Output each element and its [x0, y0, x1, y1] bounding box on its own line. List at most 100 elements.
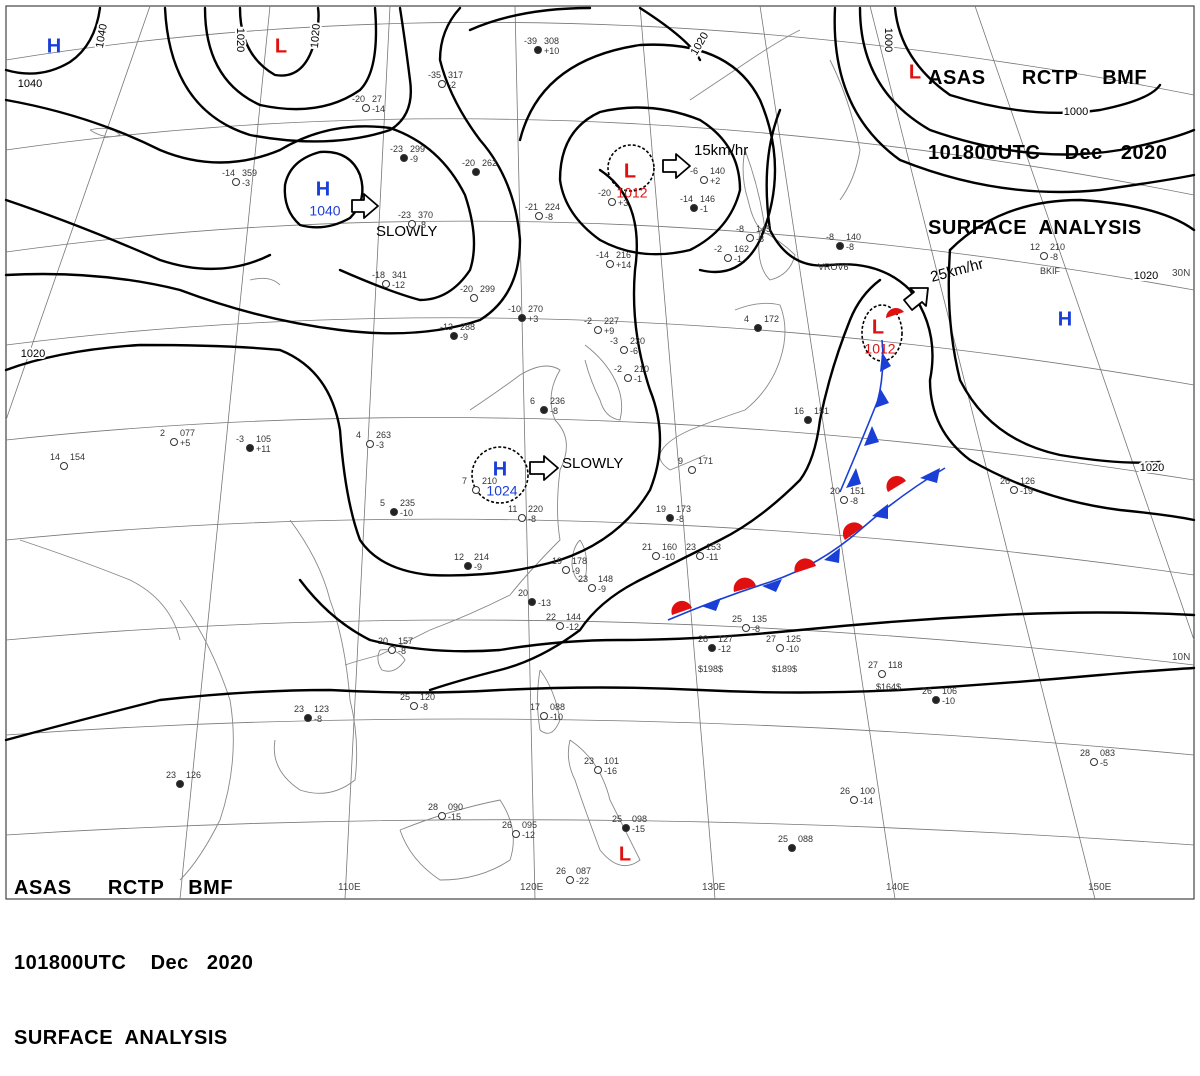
station-dewpoint: -10	[942, 696, 955, 706]
station-dewpoint: -2	[448, 80, 456, 90]
station-plot: 14 154	[50, 452, 85, 470]
ship-3-label: $164$	[876, 682, 901, 692]
low-korea-pressure-value: 1012	[616, 185, 647, 201]
station-circle-icon	[1010, 486, 1018, 494]
station-circle-icon	[170, 438, 178, 446]
station-circle-icon	[408, 220, 416, 228]
isobar-ne-1000	[893, 6, 1162, 115]
station-temperature: -2	[614, 364, 622, 374]
station-temperature: -39	[524, 36, 537, 46]
station-dewpoint: -12	[522, 830, 535, 840]
station-temperature: 26	[502, 820, 512, 830]
station-pressure: 227	[604, 316, 619, 326]
station-pressure: 173	[676, 504, 691, 514]
station-pressure: 359	[242, 168, 257, 178]
station-circle-icon	[464, 562, 472, 570]
station-pressure: 210	[482, 476, 497, 486]
station-circle-icon	[588, 584, 596, 592]
station-dewpoint: -3	[242, 178, 250, 188]
station-dewpoint: -14	[372, 104, 385, 114]
low-ne-letter: L	[909, 61, 921, 83]
coast-lake-2	[249, 277, 281, 286]
station-temperature: 20	[830, 486, 840, 496]
isobar-n-1020	[638, 6, 702, 62]
station-dewpoint: -13	[538, 598, 551, 608]
station-plot: 20 -13	[518, 588, 551, 608]
station-pressure: 144	[566, 612, 581, 622]
coast-philippines	[567, 739, 641, 867]
station-plot: -23 370-8	[398, 210, 433, 230]
station-plot: -3 230-6	[610, 336, 645, 356]
station-pressure: 299	[480, 284, 495, 294]
station-circle-icon	[246, 444, 254, 452]
station-plot: 25 098-15	[612, 814, 647, 834]
station-temperature: 23	[166, 770, 176, 780]
station-plot: -10 270+3	[508, 304, 543, 324]
header-time-line: 101800UTC Dec 2020	[928, 142, 1168, 164]
station-circle-icon	[304, 714, 312, 722]
station-pressure: 172	[764, 314, 779, 324]
coast-korea	[584, 344, 623, 421]
station-pressure: 135	[752, 614, 767, 624]
station-pressure: 127	[718, 634, 733, 644]
station-dewpoint: -12	[392, 280, 405, 290]
station-circle-icon	[535, 212, 543, 220]
station-plot: 20 151-8	[830, 486, 865, 506]
latitude-label: 30N	[1172, 268, 1190, 279]
station-pressure: 162	[734, 244, 749, 254]
station-plot: 23 101-16	[584, 756, 619, 776]
station-plot: 27 118	[868, 660, 902, 678]
station-temperature: -23	[390, 144, 403, 154]
station-dewpoint: -8	[676, 514, 684, 524]
longitude-label: 130E	[702, 882, 726, 893]
station-pressure: 077	[180, 428, 195, 438]
longitude-grid	[5, 5, 1195, 900]
station-dewpoint: +9	[604, 326, 614, 336]
station-plot: 28 083-5	[1080, 748, 1115, 768]
station-dewpoint: +10	[544, 46, 559, 56]
station-plot: 4 172	[744, 314, 779, 332]
station-temperature: 20	[378, 636, 388, 646]
station-pressure: 214	[474, 552, 489, 562]
isobar-japan-low	[428, 278, 882, 692]
station-dewpoint: +11	[256, 444, 271, 454]
isobar-1020-n-inner	[238, 6, 320, 77]
station-circle-icon	[690, 204, 698, 212]
station-dewpoint: -9	[410, 154, 418, 164]
station-temperature: -20	[598, 188, 611, 198]
coast-sakhalin	[742, 149, 766, 231]
header-time-line: 101800UTC Dec 2020	[14, 952, 254, 974]
station-pressure: 145	[756, 224, 771, 234]
station-plot: 16 151	[794, 406, 829, 424]
station-plot: 27 125-10	[766, 634, 801, 654]
station-circle-icon	[472, 486, 480, 494]
high-pacific-letter: H	[1058, 308, 1072, 330]
isobar-label-1040-a: 1040	[18, 78, 42, 90]
station-plot: 25 088	[778, 834, 813, 852]
station-plot: 26 100-14	[840, 786, 875, 806]
station-temperature: 28	[1080, 748, 1090, 758]
station-dewpoint: -8	[545, 212, 553, 222]
station-dewpoint: -10	[550, 712, 563, 722]
cold-front-triangles	[701, 352, 940, 611]
isobar-korea-outer	[558, 106, 742, 256]
coast-borneo	[399, 799, 514, 881]
station-circle-icon	[742, 624, 750, 632]
station-plot: 19 173-8	[656, 504, 691, 524]
station-plot: 28 090-15	[428, 802, 463, 822]
longitude-label: 120E	[520, 882, 544, 893]
station-dewpoint: -12	[566, 622, 579, 632]
station-circle-icon	[666, 514, 674, 522]
station-pressure: 27	[372, 94, 382, 104]
longitude-label: 110E	[338, 882, 361, 893]
station-circle-icon	[776, 644, 784, 652]
station-dewpoint: -19	[1020, 486, 1033, 496]
station-pressure: 140	[710, 166, 725, 176]
station-temperature: 28	[428, 802, 438, 812]
station-circle-icon	[754, 324, 762, 332]
station-pressure: 317	[448, 70, 463, 80]
station-plot: -3 105+11	[236, 434, 271, 454]
station-temperature: 12	[1030, 242, 1040, 252]
low-korea-letter: L	[624, 160, 636, 182]
isobar-1040-nw	[4, 6, 102, 75]
